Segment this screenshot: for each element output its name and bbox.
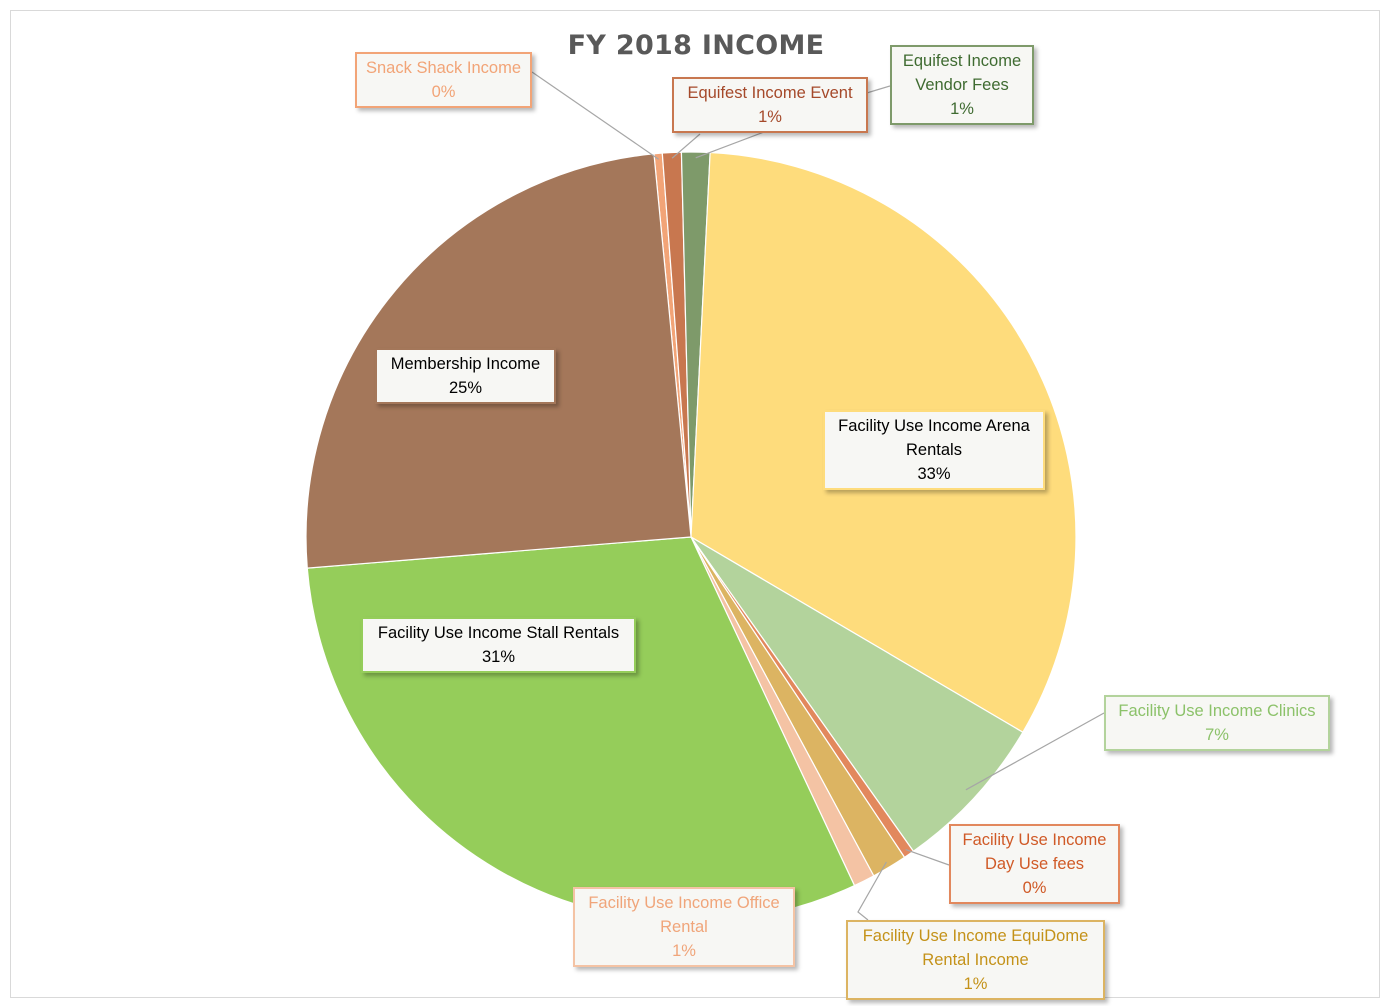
label-percent: 1%	[758, 108, 782, 126]
label-name-line1: Facility Use Income EquiDome	[862, 927, 1089, 945]
data-label-facility-use-income-arena-rentals: Facility Use Income Arena Rentals 33%	[823, 410, 1045, 490]
label-name: Membership Income	[390, 355, 541, 373]
pie-slices	[305, 151, 1077, 923]
leader-line-equidome	[857, 861, 887, 921]
leader-line-snack	[531, 71, 659, 160]
pie-slice-clinics	[690, 536, 1024, 853]
data-label-equifest-income-vendor-fees: Equifest Income Vendor Fees 1%	[890, 45, 1034, 125]
leader-lines	[531, 71, 1105, 921]
label-name-line1: Facility Use Income Arena	[838, 417, 1030, 435]
label-name-line1: Facility Use Income	[962, 831, 1107, 849]
data-label-equifest-income-event: Equifest Income Event 1%	[672, 77, 868, 133]
data-label-snack-shack-income: Snack Shack Income 0%	[355, 52, 532, 108]
label-percent: 1%	[950, 100, 974, 118]
leader-line-dayuse	[905, 849, 950, 866]
label-name: Equifest Income Event	[687, 84, 853, 102]
label-name-line2: Day Use fees	[984, 855, 1085, 873]
data-label-facility-use-income-stall-rentals: Facility Use Income Stall Rentals 31%	[361, 617, 636, 673]
label-name-line2: Rental Income	[922, 951, 1029, 969]
label-percent: 0%	[431, 83, 456, 101]
label-percent: 25%	[448, 379, 483, 397]
label-percent: 1%	[672, 942, 696, 960]
label-percent: 1%	[963, 975, 988, 993]
chart-title: FY 2018 INCOME	[567, 30, 825, 61]
data-label-facility-use-income-day-use-fees: Facility Use Income Day Use fees 0%	[949, 824, 1120, 904]
leader-line-clinics	[965, 712, 1105, 791]
label-percent: 33%	[917, 465, 951, 483]
label-name: Snack Shack Income	[366, 59, 521, 77]
leader-line-event	[671, 133, 701, 159]
data-label-membership-income: Membership Income 25%	[375, 348, 556, 404]
label-name-line2: Vendor Fees	[915, 76, 1009, 94]
label-name-line2: Rental	[660, 918, 708, 936]
label-percent: 7%	[1205, 726, 1229, 744]
data-label-facility-use-income-clinics: Facility Use Income Clinics 7%	[1104, 695, 1330, 751]
label-percent: 31%	[481, 648, 516, 666]
data-label-facility-use-income-office-rental: Facility Use Income Office Rental 1%	[573, 887, 795, 967]
data-label-facility-use-income-equidome-rental-income: Facility Use Income EquiDome Rental Inco…	[846, 920, 1105, 1000]
label-percent: 0%	[1022, 879, 1047, 897]
label-name-line1: Facility Use Income Office	[588, 894, 780, 912]
label-name-line1: Equifest Income	[902, 52, 1022, 70]
label-name-line2: Rentals	[906, 441, 962, 459]
label-name: Facility Use Income Stall Rentals	[377, 624, 620, 642]
label-name: Facility Use Income Clinics	[1118, 702, 1316, 720]
leader-line-vendor	[695, 85, 891, 159]
